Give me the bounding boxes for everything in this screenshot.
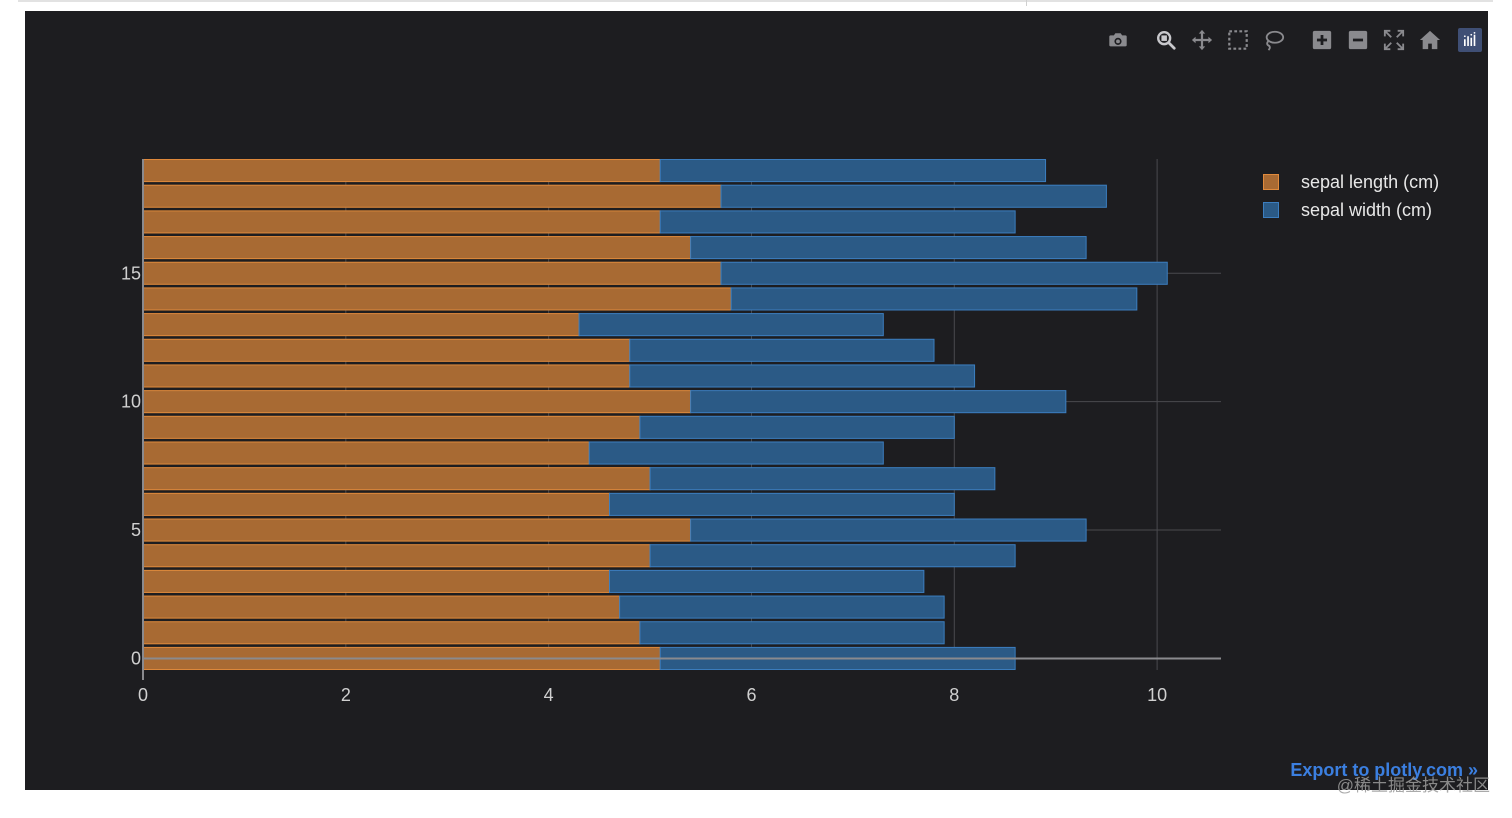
bar-sepal-width[interactable] <box>720 184 1107 208</box>
bar-sepal-width[interactable] <box>639 415 955 439</box>
bar-chart[interactable]: 0 2 4 6 8 10 0 5 10 15 <box>25 11 1488 790</box>
bar-sepal-length[interactable] <box>142 544 651 568</box>
x-tick-label: 8 <box>949 685 959 705</box>
box-select-icon[interactable] <box>1224 26 1252 54</box>
bar-sepal-width[interactable] <box>619 595 945 619</box>
bar-sepal-length[interactable] <box>142 338 631 362</box>
x-tick-label: 2 <box>341 685 351 705</box>
bar-sepal-length[interactable] <box>142 210 661 234</box>
pan-icon[interactable] <box>1188 26 1216 54</box>
bar-sepal-length[interactable] <box>142 518 692 542</box>
page-top-divider <box>1026 0 1027 6</box>
plotly-logo-icon[interactable] <box>1458 28 1482 52</box>
bar-sepal-length[interactable] <box>142 287 732 311</box>
x-tick-label: 10 <box>1147 685 1167 705</box>
x-tick-label: 4 <box>544 685 554 705</box>
legend-swatch-sepal-length <box>1263 174 1279 190</box>
bar-sepal-width[interactable] <box>578 313 884 337</box>
legend: sepal length (cm) sepal width (cm) <box>1263 168 1439 224</box>
bar-sepal-width[interactable] <box>608 569 925 593</box>
bar-sepal-width[interactable] <box>720 261 1168 285</box>
camera-icon[interactable] <box>1104 26 1132 54</box>
bar-sepal-length[interactable] <box>142 159 661 183</box>
bar-sepal-width[interactable] <box>659 210 1016 234</box>
bar-sepal-width[interactable] <box>730 287 1138 311</box>
page-top-border <box>18 0 1493 2</box>
zoom-icon[interactable] <box>1152 26 1180 54</box>
bar-sepal-length[interactable] <box>142 415 641 439</box>
bar-sepal-width[interactable] <box>690 518 1087 542</box>
y-tick-label: 15 <box>121 263 141 283</box>
lasso-select-icon[interactable] <box>1260 26 1288 54</box>
bar-sepal-width[interactable] <box>629 364 976 388</box>
bar-sepal-length[interactable] <box>142 569 610 593</box>
y-tick-label: 10 <box>121 392 141 412</box>
legend-label: sepal length (cm) <box>1301 171 1440 192</box>
zoom-in-icon[interactable] <box>1308 26 1336 54</box>
bar-sepal-width[interactable] <box>608 492 955 516</box>
export-to-plotly-link[interactable]: Export to plotly.com » <box>1290 760 1478 780</box>
bar-sepal-length[interactable] <box>142 390 692 414</box>
bar-sepal-width[interactable] <box>690 390 1067 414</box>
bar-sepal-width[interactable] <box>629 338 935 362</box>
bar-sepal-width[interactable] <box>659 159 1047 183</box>
modebar <box>1096 25 1482 55</box>
bar-sepal-length[interactable] <box>142 236 692 260</box>
bar-sepal-length[interactable] <box>142 261 722 285</box>
legend-label: sepal width (cm) <box>1301 199 1433 220</box>
zoom-out-icon[interactable] <box>1344 26 1372 54</box>
bar-sepal-length[interactable] <box>142 184 722 208</box>
watermark: @稀土掘金技术社区 <box>1336 776 1490 795</box>
bar-sepal-length[interactable] <box>142 441 590 465</box>
y-tick-label: 5 <box>131 520 141 540</box>
bar-sepal-length[interactable] <box>142 313 580 337</box>
bar-sepal-length[interactable] <box>142 595 621 619</box>
legend-item-sepal-length[interactable]: sepal length (cm) <box>1263 168 1439 196</box>
bar-sepal-width[interactable] <box>639 621 945 645</box>
bar-sepal-width[interactable] <box>649 467 996 491</box>
legend-item-sepal-width[interactable]: sepal width (cm) <box>1263 196 1439 224</box>
bar-sepal-width[interactable] <box>588 441 884 465</box>
y-tick-label: 0 <box>131 648 141 668</box>
bar-sepal-length[interactable] <box>142 364 631 388</box>
bar-sepal-width[interactable] <box>649 544 1016 568</box>
plot-panel[interactable]: 0 2 4 6 8 10 0 5 10 15 <box>25 11 1488 790</box>
bar-sepal-length[interactable] <box>142 467 651 491</box>
x-tick-label: 0 <box>138 685 148 705</box>
legend-swatch-sepal-width <box>1263 202 1279 218</box>
autoscale-icon[interactable] <box>1380 26 1408 54</box>
bar-sepal-length[interactable] <box>142 492 610 516</box>
reset-axes-icon[interactable] <box>1416 26 1444 54</box>
x-tick-label: 6 <box>746 685 756 705</box>
bar-sepal-width[interactable] <box>690 236 1087 260</box>
bar-sepal-length[interactable] <box>142 621 641 645</box>
